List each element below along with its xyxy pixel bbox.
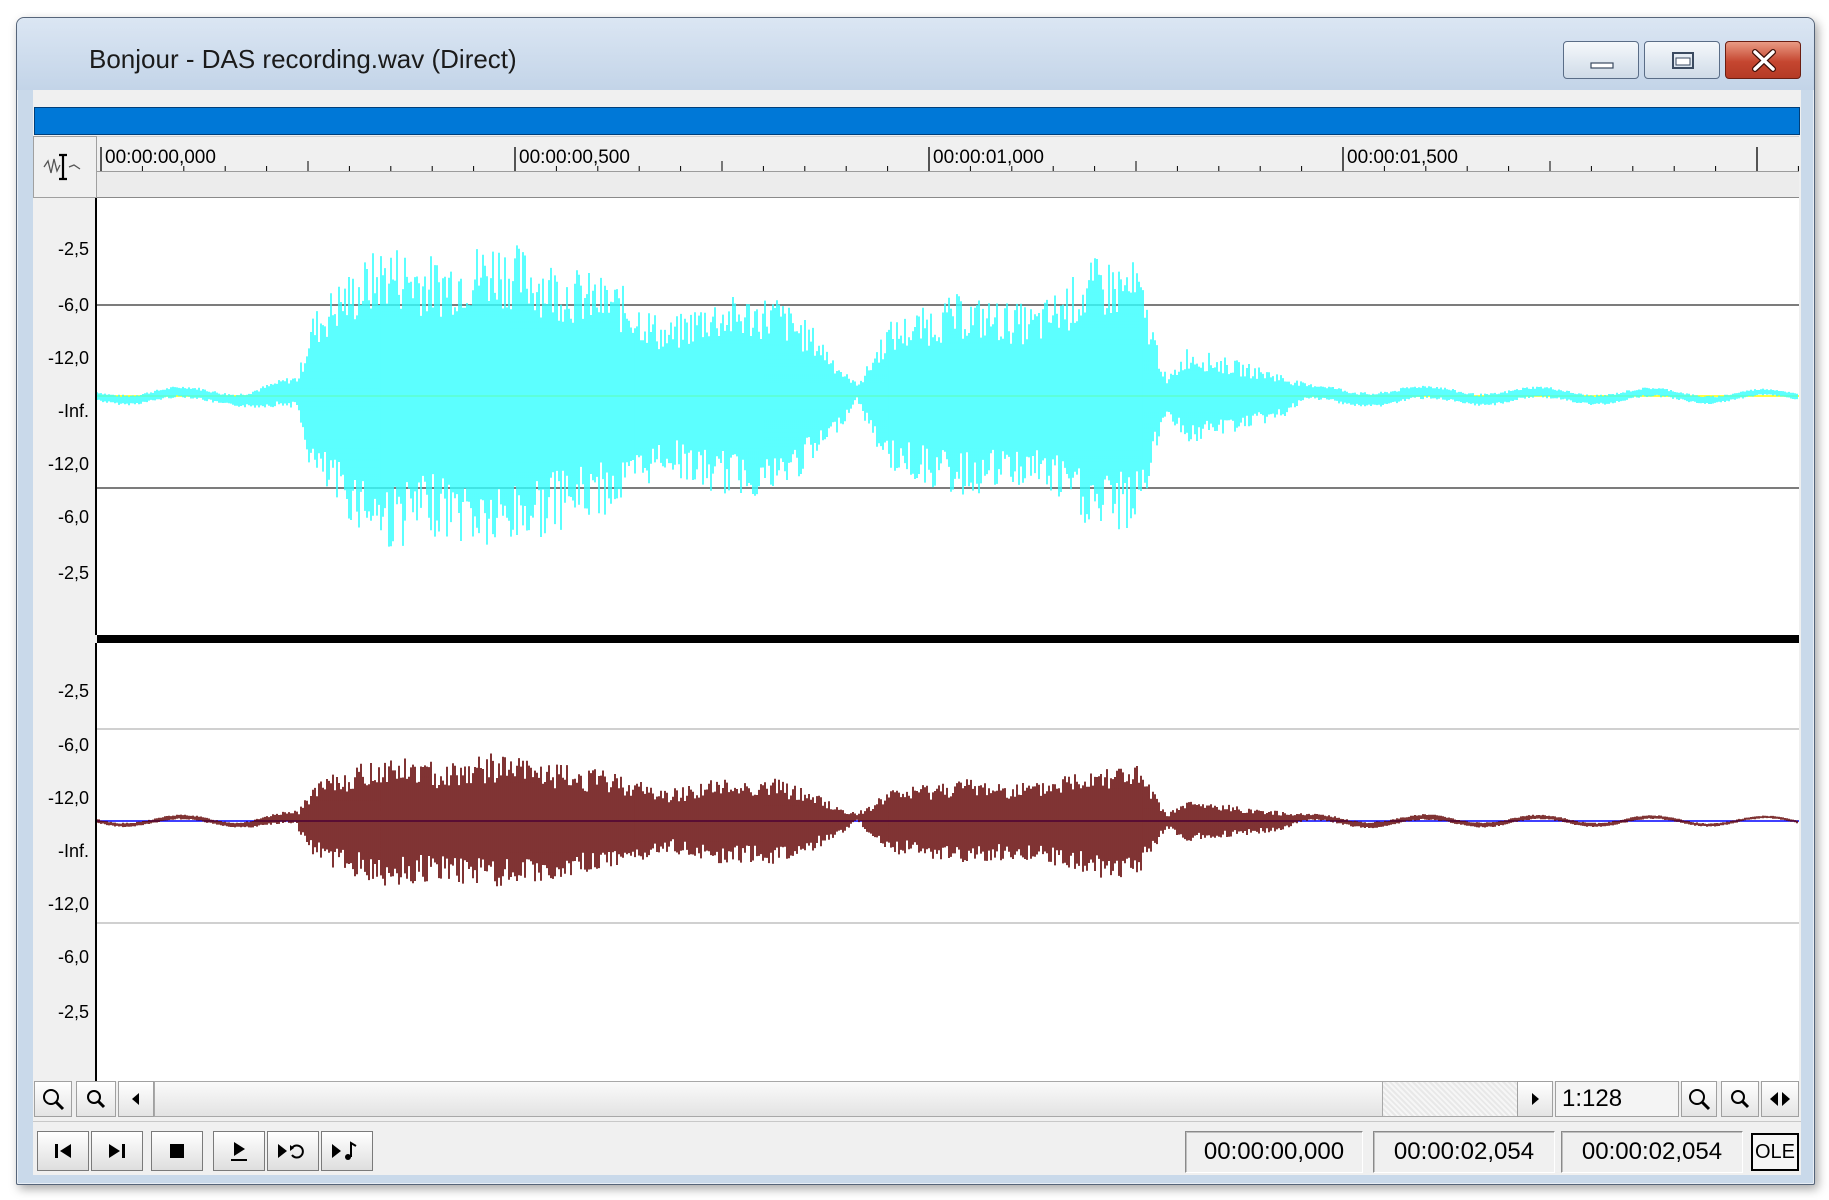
play-midi-button[interactable] [321, 1131, 373, 1171]
close-icon [1752, 49, 1776, 72]
loop-play-icon [278, 1144, 304, 1159]
zoom-in-icon [1689, 1089, 1711, 1111]
editor-client-area: 00:00:00,000 00:00:00,500 00:00:01,000 0… [33, 90, 1801, 1175]
restore-icon [1672, 52, 1694, 69]
channel-2-waveform-plot [96, 728, 1799, 924]
audio-editor-window: Bonjour - DAS recording.wav (Direct) [16, 17, 1815, 1185]
scroll-left-icon [132, 1093, 139, 1105]
zoom-in-button[interactable] [34, 1081, 72, 1117]
ruler-ticks [100, 147, 1799, 171]
db-label: -Inf. [57, 401, 89, 421]
ruler-label: 00:00:01,000 [933, 147, 1044, 168]
window-title: Bonjour - DAS recording.wav (Direct) [89, 44, 517, 74]
channel-1-waveform-plot [96, 245, 1799, 547]
play-button[interactable] [213, 1131, 265, 1171]
close-button[interactable] [1725, 41, 1801, 79]
selection-overview-bar[interactable] [34, 107, 1800, 135]
db-label: -6,0 [57, 735, 89, 755]
db-label: -6,0 [57, 947, 89, 967]
loop-play-button[interactable] [267, 1131, 319, 1171]
zoom-out-icon [87, 1090, 106, 1109]
vertical-zoom-out-button[interactable] [1721, 1081, 1759, 1117]
channel-1-db-scale: -2,5 -6,0 -12,0 -Inf. -12,0 -6,0 -2,5 [33, 198, 97, 635]
channel-2-db-scale: -2,5 -6,0 -12,0 -Inf. -12,0 -6,0 -2,5 [33, 643, 97, 1081]
selection-start-field[interactable]: 00:00:00,000 [1185, 1131, 1363, 1173]
scroll-thumb[interactable] [154, 1081, 1383, 1117]
vertical-zoom-in-button[interactable] [1681, 1081, 1717, 1117]
db-label: -Inf. [57, 841, 89, 861]
zoom-in-icon [43, 1089, 65, 1111]
db-label: -12,0 [47, 894, 89, 914]
zoom-ratio-field[interactable]: 1:128 [1555, 1081, 1679, 1117]
play-icon [231, 1142, 247, 1161]
channel-2-waveform[interactable] [96, 643, 1799, 1081]
db-label: -2,5 [57, 563, 89, 583]
minimize-icon [1590, 62, 1614, 69]
channel-divider[interactable] [97, 635, 1799, 643]
db-label: -12,0 [47, 348, 89, 368]
marker-bar[interactable] [97, 171, 1799, 197]
go-to-end-icon [109, 1144, 125, 1158]
transport-bar: 00:00:00,000 00:00:02,054 00:00:02,054 O… [33, 1121, 1801, 1175]
horizontal-zoom-button[interactable] [1761, 1081, 1799, 1117]
db-label: -2,5 [57, 239, 89, 259]
ruler-label: 00:00:01,500 [1347, 147, 1458, 168]
time-ruler[interactable]: 00:00:00,000 00:00:00,500 00:00:01,000 0… [97, 136, 1799, 198]
waveform-trace [96, 245, 1798, 547]
selection-length-field[interactable]: 00:00:02,054 [1561, 1131, 1743, 1173]
scroll-track[interactable] [1383, 1081, 1533, 1117]
scroll-right-icon [1532, 1093, 1539, 1105]
selection-end-field[interactable]: 00:00:02,054 [1373, 1131, 1555, 1173]
db-label: -12,0 [47, 454, 89, 474]
go-to-start-button[interactable] [37, 1131, 89, 1171]
title-bar[interactable]: Bonjour - DAS recording.wav (Direct) [17, 18, 1814, 90]
ole-button[interactable]: OLE [1751, 1133, 1799, 1171]
stop-button[interactable] [151, 1131, 203, 1171]
go-to-end-button[interactable] [91, 1131, 143, 1171]
db-label: -6,0 [57, 507, 89, 527]
channel-1-waveform[interactable] [96, 198, 1799, 635]
stop-icon [170, 1144, 184, 1158]
horizontal-zoom-icon [1770, 1092, 1790, 1106]
horizontal-scroll-row: 1:128 [33, 1081, 1801, 1119]
ruler-label: 00:00:00,000 [105, 147, 216, 168]
zoom-out-button[interactable] [76, 1081, 116, 1117]
play-midi-icon [332, 1141, 357, 1160]
db-label: -12,0 [47, 788, 89, 808]
minimize-button[interactable] [1563, 41, 1639, 79]
scroll-left-button[interactable] [118, 1081, 154, 1117]
ruler-label: 00:00:00,500 [519, 147, 630, 168]
waveform-trace [96, 753, 1798, 887]
db-label: -6,0 [57, 295, 89, 315]
db-label: -2,5 [57, 681, 89, 701]
ruler-corner[interactable] [33, 136, 97, 198]
restore-button[interactable] [1644, 41, 1720, 79]
cursor-waveform-icon [43, 153, 81, 181]
db-label: -2,5 [57, 1002, 89, 1022]
zoom-out-icon [1731, 1090, 1750, 1109]
go-to-start-icon [55, 1144, 71, 1158]
scroll-right-button[interactable] [1517, 1081, 1553, 1117]
